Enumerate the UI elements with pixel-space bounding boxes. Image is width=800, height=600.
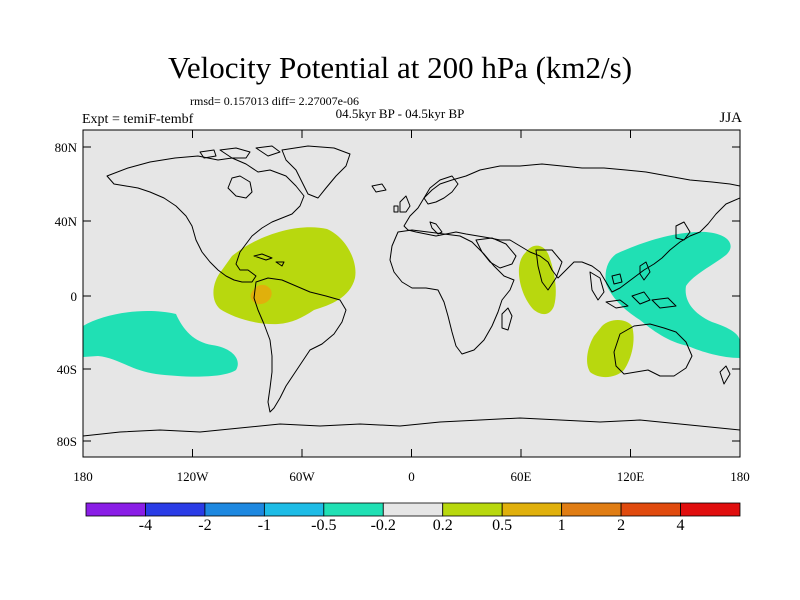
colorbar-box	[561, 502, 622, 517]
colorbar-box	[442, 502, 503, 517]
arabia-coast	[475, 237, 517, 269]
north-america-coast	[106, 155, 305, 283]
greenland-coast	[281, 145, 351, 199]
colorbar-label: 0.2	[432, 517, 453, 534]
caribbean-coast	[253, 253, 285, 267]
colorbar	[85, 502, 741, 517]
antarctica-coast	[83, 417, 740, 437]
x-tick-label: 180	[73, 469, 93, 484]
scandinavia-coast	[423, 175, 459, 205]
madagascar-coast	[501, 307, 513, 331]
y-tick-label: 0	[71, 289, 78, 304]
africa-coast	[389, 229, 515, 355]
colorbar-label: 4	[676, 517, 685, 534]
australia-positive-region	[587, 320, 634, 378]
y-tick-label: 80S	[57, 434, 77, 449]
colorbar-box	[85, 502, 146, 517]
colorbar-label: 1	[557, 517, 566, 534]
india-coast	[535, 249, 563, 291]
coastlines	[83, 145, 740, 437]
y-tick-label: 40S	[57, 362, 77, 377]
y-axis: 80N 40N 0 40S 80S	[55, 140, 740, 449]
stats-text: rmsd= 0.157013 diff= 2.27007e-06	[190, 94, 359, 108]
colorbar-box	[204, 502, 265, 517]
x-tick-label: 120E	[617, 469, 645, 484]
iceland-coast	[371, 183, 387, 193]
southeast-asia-coast	[589, 271, 677, 309]
colorbar-label: -2	[198, 517, 212, 534]
colorbar-label: -0.5	[311, 517, 337, 534]
y-tick-label: 80N	[55, 140, 78, 155]
experiment-label: Expt = temiF-tembf	[82, 112, 194, 127]
x-tick-label: 180	[730, 469, 750, 484]
colorbar-label: -4	[138, 517, 153, 534]
x-tick-label: 120W	[177, 469, 210, 484]
west-pacific-negative-region	[605, 231, 740, 358]
colombia-positive-region	[250, 284, 272, 305]
australia-coast	[613, 323, 693, 377]
colorbar-box	[620, 502, 681, 517]
south-pacific-negative-region	[83, 311, 238, 377]
colorbar-box	[263, 502, 325, 517]
eurasia-coast	[403, 163, 740, 293]
x-tick-label: 60E	[511, 469, 532, 484]
east-africa-positive-region	[518, 245, 556, 315]
x-axis: 180 120W 60W 0 60E 120E 180	[73, 130, 750, 484]
colorbar-label: 2	[617, 517, 626, 534]
central-america-positive-region	[213, 227, 356, 325]
philippines-coast	[639, 261, 651, 281]
hudson-bay-coast	[227, 175, 253, 199]
plot-title: Velocity Potential at 200 hPa (km2/s)	[167, 50, 633, 85]
arctic-islands-coast	[199, 145, 281, 159]
colorbar-label: -1	[257, 517, 272, 534]
south-america-coast	[253, 277, 347, 413]
colorbar-box	[145, 502, 206, 517]
x-tick-label: 60W	[289, 469, 315, 484]
colorbar-box	[680, 502, 741, 517]
x-tick-label: 0	[408, 469, 415, 484]
new-zealand-coast	[719, 365, 731, 385]
colorbar-label: -0.2	[370, 517, 396, 534]
colorbar-box	[382, 502, 444, 517]
colorbar-box	[323, 502, 384, 517]
y-tick-label: 40N	[55, 214, 78, 229]
season-label: JJA	[719, 110, 742, 126]
plot-subtitle: 04.5kyr BP - 04.5kyr BP	[335, 106, 465, 121]
colorbar-box	[501, 502, 563, 517]
uk-coast	[393, 195, 411, 213]
japan-coast	[675, 221, 691, 241]
colorbar-label: 0.5	[492, 517, 513, 534]
